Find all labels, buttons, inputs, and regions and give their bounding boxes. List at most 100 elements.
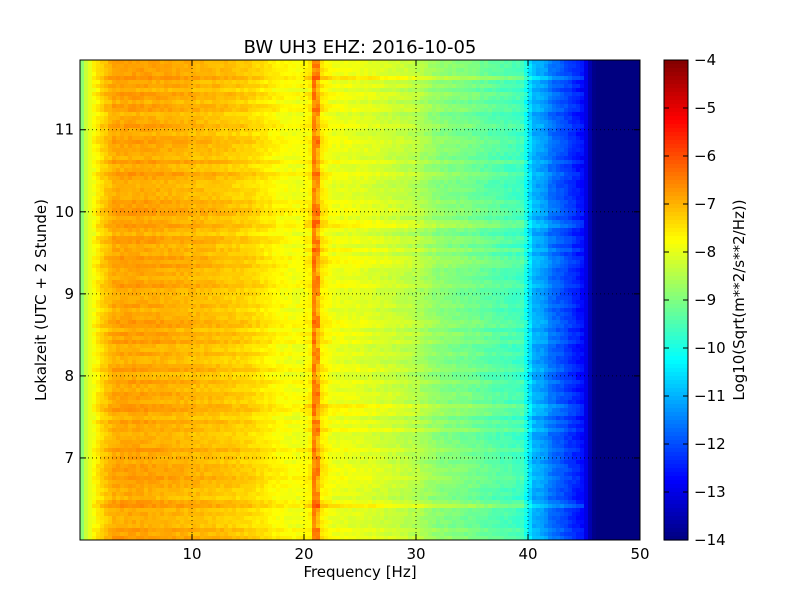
heatmap-cell	[396, 72, 401, 77]
heatmap-cell	[236, 176, 241, 181]
heatmap-cell	[180, 116, 185, 121]
heatmap-cell	[476, 180, 481, 185]
heatmap-cell	[580, 108, 585, 113]
heatmap-cell	[508, 64, 513, 69]
heatmap-cell	[620, 136, 625, 141]
heatmap-cell	[336, 160, 341, 165]
heatmap-cell	[364, 132, 369, 137]
heatmap-cell	[144, 116, 149, 121]
heatmap-cell	[536, 116, 541, 121]
heatmap-cell	[252, 84, 257, 89]
heatmap-cell	[252, 76, 257, 81]
heatmap-cell	[428, 200, 433, 205]
heatmap-cell	[408, 60, 413, 65]
heatmap-cell	[388, 112, 393, 117]
heatmap-cell	[164, 124, 169, 129]
heatmap-cell	[188, 116, 193, 121]
heatmap-cell	[120, 168, 125, 173]
heatmap-cell	[396, 180, 401, 185]
heatmap-cell	[392, 88, 397, 93]
heatmap-cell	[88, 140, 93, 145]
heatmap-cell	[508, 184, 513, 189]
heatmap-cell	[464, 180, 469, 185]
heatmap-cell	[204, 172, 209, 177]
heatmap-cell	[168, 72, 173, 77]
heatmap-cell	[424, 60, 429, 65]
heatmap-cell	[540, 64, 545, 69]
heatmap-cell	[104, 180, 109, 185]
heatmap-cell	[316, 160, 321, 165]
heatmap-cell	[468, 68, 473, 73]
heatmap-cell	[296, 92, 301, 97]
heatmap-cell	[584, 88, 589, 93]
heatmap-cell	[524, 112, 529, 117]
heatmap-cell	[560, 116, 565, 121]
heatmap-cell	[512, 104, 517, 109]
heatmap-cell	[260, 200, 265, 205]
heatmap-cell	[296, 144, 301, 149]
heatmap-cell	[220, 64, 225, 69]
heatmap-cell	[192, 132, 197, 137]
heatmap-cell	[548, 128, 553, 133]
heatmap-cell	[136, 200, 141, 205]
heatmap-cell	[124, 92, 129, 97]
heatmap-cell	[176, 160, 181, 165]
heatmap-cell	[196, 156, 201, 161]
heatmap-cell	[228, 184, 233, 189]
heatmap-cell	[632, 180, 637, 185]
heatmap-cell	[196, 64, 201, 69]
heatmap-cell	[160, 108, 165, 113]
heatmap-cell	[156, 180, 161, 185]
heatmap-cell	[472, 128, 477, 133]
heatmap-cell	[512, 96, 517, 101]
heatmap-cell	[528, 160, 533, 165]
heatmap-cell	[148, 176, 153, 181]
heatmap-cell	[220, 168, 225, 173]
heatmap-cell	[88, 200, 93, 205]
heatmap-cell	[600, 132, 605, 137]
heatmap-cell	[292, 112, 297, 117]
heatmap-cell	[384, 176, 389, 181]
heatmap-cell	[472, 148, 477, 153]
heatmap-cell	[628, 148, 633, 153]
heatmap-cell	[472, 64, 477, 69]
heatmap-cell	[300, 76, 305, 81]
heatmap-cell	[432, 156, 437, 161]
heatmap-cell	[284, 100, 289, 105]
heatmap-cell	[552, 140, 557, 145]
heatmap-cell	[468, 116, 473, 121]
heatmap-cell	[272, 88, 277, 93]
heatmap-cell	[332, 180, 337, 185]
heatmap-cell	[176, 60, 181, 65]
heatmap-cell	[108, 160, 113, 165]
heatmap-cell	[276, 136, 281, 141]
heatmap-cell	[272, 68, 277, 73]
heatmap-cell	[284, 112, 289, 117]
heatmap-cell	[540, 152, 545, 157]
heatmap-cell	[116, 184, 121, 189]
heatmap-cell	[212, 128, 217, 133]
heatmap-cell	[188, 184, 193, 189]
heatmap-cell	[476, 156, 481, 161]
heatmap-cell	[560, 196, 565, 201]
heatmap-cell	[116, 104, 121, 109]
heatmap-cell	[256, 120, 261, 125]
heatmap-cell	[80, 156, 85, 161]
heatmap-cell	[352, 68, 357, 73]
heatmap-cell	[216, 76, 221, 81]
heatmap-cell	[168, 160, 173, 165]
heatmap-cell	[444, 96, 449, 101]
heatmap-cell	[164, 120, 169, 125]
heatmap-cell	[300, 192, 305, 197]
heatmap-cell	[112, 112, 117, 117]
heatmap-cell	[176, 172, 181, 177]
heatmap-cell	[384, 84, 389, 89]
heatmap-cell	[444, 172, 449, 177]
heatmap-cell	[388, 80, 393, 85]
heatmap-cell	[164, 196, 169, 201]
heatmap-cell	[176, 144, 181, 149]
heatmap-cell	[388, 196, 393, 201]
heatmap-cell	[408, 72, 413, 77]
heatmap-cell	[504, 160, 509, 165]
heatmap-cell	[492, 76, 497, 81]
